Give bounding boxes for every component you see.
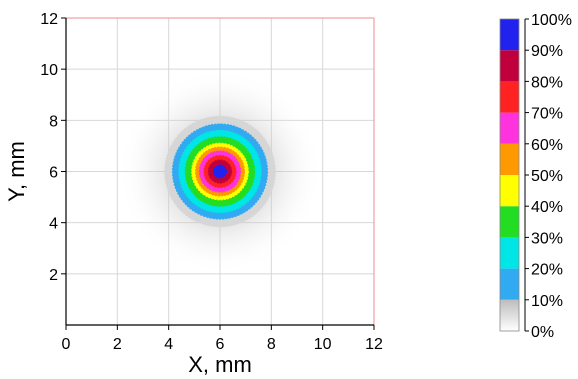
colorbar-tick-label: 40% — [531, 199, 563, 216]
x-tick-label: 0 — [62, 336, 71, 353]
x-tick-label: 8 — [267, 336, 276, 353]
colorbar-band — [500, 143, 519, 175]
x-tick-label: 2 — [113, 336, 122, 353]
x-tick-label: 6 — [216, 336, 225, 353]
colorbar-band — [500, 175, 519, 207]
colorbar-band — [500, 206, 519, 238]
colorbar-tick-label: 50% — [531, 168, 563, 185]
colorbar-tick-label: 100% — [531, 12, 572, 29]
x-axis: 0 2 4 6 8 10 12 — [62, 324, 383, 353]
y-tick-label: 8 — [49, 113, 58, 130]
y-axis: 2 4 6 8 10 12 — [40, 11, 67, 325]
colorbar-band — [500, 112, 519, 144]
y-tick-label: 12 — [40, 11, 58, 28]
colorbar-band — [500, 50, 519, 82]
colorbar-band — [500, 237, 519, 269]
beam-spot — [164, 115, 276, 228]
y-axis-label: Y, mm — [4, 141, 29, 202]
colorbar-band-low — [500, 299, 519, 331]
colorbar-tick-label: 20% — [531, 262, 563, 279]
x-axis-label: X, mm — [188, 352, 252, 377]
colorbar-band — [500, 268, 519, 300]
colorbar-band — [500, 81, 519, 113]
colorbar-tick-label: 70% — [531, 106, 563, 123]
colorbar-tick-label: 10% — [531, 293, 563, 310]
x-tick-label: 10 — [314, 336, 332, 353]
y-tick-label: 2 — [49, 267, 58, 284]
x-tick-label: 12 — [365, 336, 383, 353]
colorbar-tick-label: 90% — [531, 43, 563, 60]
x-tick-label: 4 — [164, 336, 173, 353]
colorbar: 0% 10% 20% 30% 40% 50% 60% 70% 80% 90% 100% — [499, 12, 572, 341]
contour-100 — [212, 164, 228, 179]
plot-area — [66, 17, 375, 325]
y-tick-label: 6 — [49, 165, 58, 182]
colorbar-tick-label: 30% — [531, 230, 563, 247]
colorbar-tick-label: 0% — [531, 324, 554, 341]
colorbar-frame — [499, 18, 520, 332]
colorbar-tick-label: 80% — [531, 74, 563, 91]
colorbar-band — [500, 19, 519, 51]
colorbar-tick-label: 60% — [531, 137, 563, 154]
y-tick-label: 4 — [49, 216, 58, 233]
y-tick-label: 10 — [40, 62, 58, 79]
